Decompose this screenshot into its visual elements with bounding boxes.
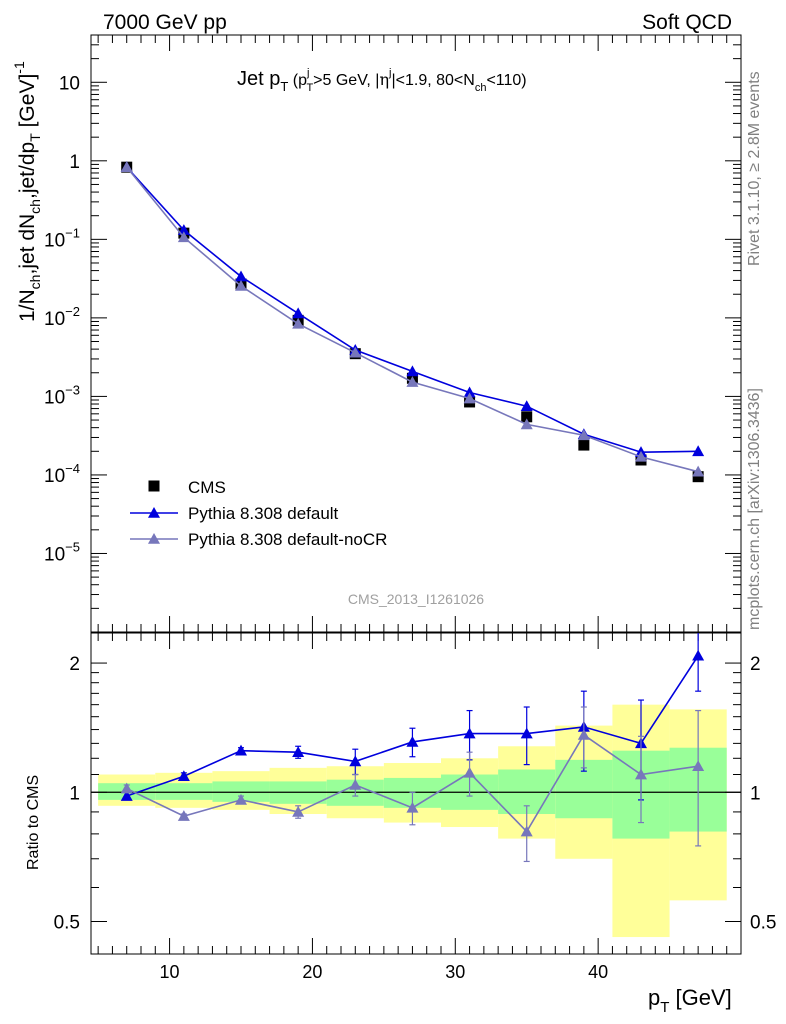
cms-data-point bbox=[578, 439, 590, 451]
y-tick-label: 10 bbox=[59, 73, 80, 94]
legend-entry-label: CMS bbox=[188, 478, 226, 497]
x-axis-label: pT [GeV] bbox=[648, 985, 732, 1016]
inner-band bbox=[212, 781, 270, 802]
ratio-nocr-point bbox=[635, 768, 647, 780]
analysis-watermark: CMS_2013_I1261026 bbox=[348, 591, 484, 607]
pythia-default-point bbox=[292, 307, 305, 319]
ratio-nocr-point bbox=[177, 810, 190, 821]
main-plot-frame bbox=[90, 34, 742, 633]
mcplots-label: mcplots.cern.ch [arXiv:1306.3436] bbox=[746, 388, 763, 630]
pythia-default-point bbox=[177, 224, 190, 235]
y-tick-label: 10−5 bbox=[44, 539, 80, 565]
legend-triangle-marker bbox=[148, 507, 160, 518]
ratio-nocr-point bbox=[463, 766, 476, 778]
pythia-default-point bbox=[406, 365, 419, 377]
ratio-default-point bbox=[349, 755, 362, 767]
ratio-nocr-point bbox=[577, 728, 590, 740]
pythia-nocr-point bbox=[520, 418, 533, 430]
axis-ticks: 10 20 30 40 10−5 10−4 10−3 10−2 10−1 1 10 0.5 0.5 1 1 2… bbox=[44, 34, 776, 982]
y-tick-label: 10−2 bbox=[44, 304, 80, 330]
legend-triangle-marker bbox=[148, 533, 160, 544]
pythia-nocr-point bbox=[692, 465, 705, 477]
legend-entry-label: Pythia 8.308 default-noCR bbox=[188, 530, 387, 549]
main-data-layer bbox=[120, 161, 705, 483]
header-right: Soft QCD bbox=[642, 11, 732, 34]
legend-entry-label: Pythia 8.308 default bbox=[188, 504, 339, 523]
ratio-y-tick-label: 0.5 bbox=[54, 912, 80, 933]
legend: CMS Pythia 8.308 default Pythia 8.308 defa… bbox=[130, 478, 387, 549]
ratio-y-tick-label-right: 0.5 bbox=[750, 912, 776, 933]
pythia-nocr-point bbox=[406, 376, 419, 387]
main-y-axis-label: 1/Nch,jet dNch,jet/dpT [GeV]-1 bbox=[11, 61, 43, 322]
ratio-y-tick-label-right: 1 bbox=[750, 783, 761, 804]
ratio-default-point bbox=[120, 790, 133, 801]
y-tick-label: 1 bbox=[69, 152, 80, 173]
ratio-y-tick-label: 2 bbox=[69, 654, 80, 675]
ratio-y-axis-label: Ratio to CMS bbox=[25, 775, 42, 870]
ratio-nocr-point bbox=[520, 825, 533, 837]
pythia-default-point bbox=[463, 386, 476, 398]
pythia-default-line bbox=[126, 166, 699, 453]
ratio-default-point bbox=[463, 727, 476, 739]
pythia-nocr-point bbox=[120, 161, 133, 172]
ratio-default-point bbox=[520, 727, 533, 739]
y-tick-label: 10−3 bbox=[44, 382, 80, 408]
ratio-nocr-point bbox=[235, 793, 247, 805]
pythia-nocr-point bbox=[577, 429, 590, 441]
ratio-plot-frame bbox=[90, 632, 742, 955]
ratio-default-point bbox=[406, 735, 419, 747]
pythia-nocr-point bbox=[349, 346, 362, 358]
chart-title: Jet pT (pj T>5 GeV, |ηj|<1.9, 80<Nch<110) bbox=[237, 67, 527, 94]
pythia-default-point bbox=[692, 445, 705, 457]
ratio-nocr-point bbox=[349, 778, 362, 790]
legend-cms-marker bbox=[148, 480, 160, 492]
ratio-nocr-point bbox=[692, 760, 705, 772]
x-tick-label: 30 bbox=[445, 962, 465, 982]
x-tick-label: 20 bbox=[302, 962, 322, 982]
pythia-nocr-line bbox=[126, 166, 699, 473]
ratio-y-tick-label-right: 2 bbox=[750, 654, 761, 675]
header-left: 7000 GeV pp bbox=[103, 11, 227, 34]
pythia-default-point bbox=[235, 270, 247, 282]
pythia-nocr-point bbox=[235, 279, 247, 291]
ratio-nocr-point bbox=[292, 805, 305, 817]
pythia-nocr-point bbox=[177, 231, 190, 243]
ratio-nocr-point bbox=[120, 782, 133, 794]
ratio-default-point bbox=[177, 770, 190, 782]
ratio-y-tick-label: 1 bbox=[69, 783, 80, 804]
pythia-default-point bbox=[520, 400, 533, 412]
ratio-data-layer bbox=[120, 633, 705, 863]
cms-data-point bbox=[692, 471, 704, 483]
ratio-default-point bbox=[292, 746, 305, 757]
ratio-default-point bbox=[692, 649, 705, 661]
pythia-nocr-point bbox=[292, 317, 305, 329]
x-tick-label: 10 bbox=[160, 962, 180, 982]
rivet-version-label: Rivet 3.1.10, ≥ 2.8M events bbox=[746, 71, 763, 266]
ratio-default-point bbox=[235, 744, 247, 756]
cms-data-point bbox=[521, 411, 533, 423]
x-tick-label: 40 bbox=[588, 962, 608, 982]
pythia-nocr-point bbox=[635, 450, 647, 462]
inner-band bbox=[155, 783, 213, 800]
y-tick-label: 10−4 bbox=[44, 461, 80, 487]
pythia-nocr-point bbox=[463, 392, 476, 404]
ratio-nocr-point bbox=[406, 801, 419, 813]
y-tick-label: 10−1 bbox=[44, 225, 80, 251]
